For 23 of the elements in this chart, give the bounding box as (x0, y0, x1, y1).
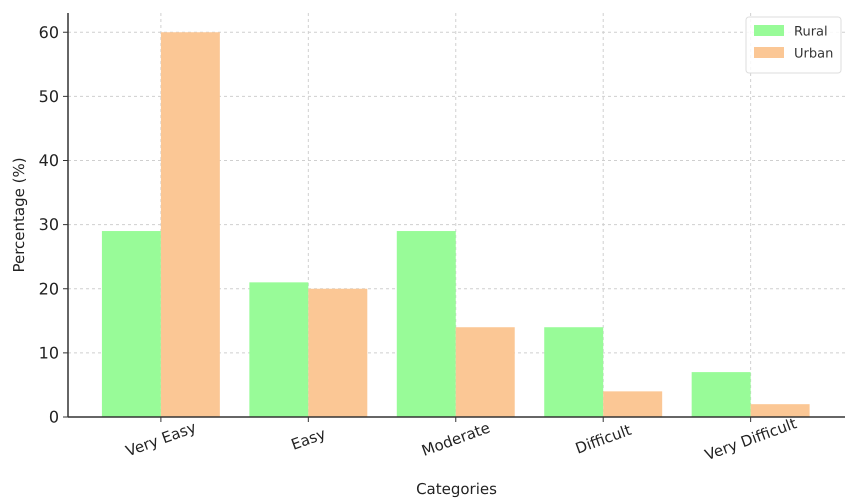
bar (692, 372, 751, 417)
bar (603, 391, 662, 417)
bar (456, 327, 515, 417)
y-tick-label: 40 (38, 151, 59, 170)
x-axis-title: Categories (416, 480, 498, 498)
bar (544, 327, 604, 417)
y-tick-label: 0 (48, 408, 59, 427)
y-axis-title: Percentage (%) (10, 157, 28, 273)
bar (249, 282, 308, 417)
legend-label: Urban (794, 46, 834, 62)
bar (102, 231, 161, 417)
x-tick-label: Easy (288, 424, 328, 454)
x-tick-label: Very Easy (123, 418, 199, 460)
legend-label: Rural (794, 24, 828, 40)
y-tick-label: 30 (38, 215, 59, 234)
bar (750, 404, 810, 417)
bar (308, 288, 368, 417)
y-tick-label: 10 (38, 343, 59, 362)
bar (396, 231, 456, 417)
bar (160, 32, 220, 417)
y-tick-label: 60 (38, 22, 59, 42)
y-tick-label: 20 (38, 279, 59, 298)
y-tick-label: 50 (38, 86, 59, 106)
